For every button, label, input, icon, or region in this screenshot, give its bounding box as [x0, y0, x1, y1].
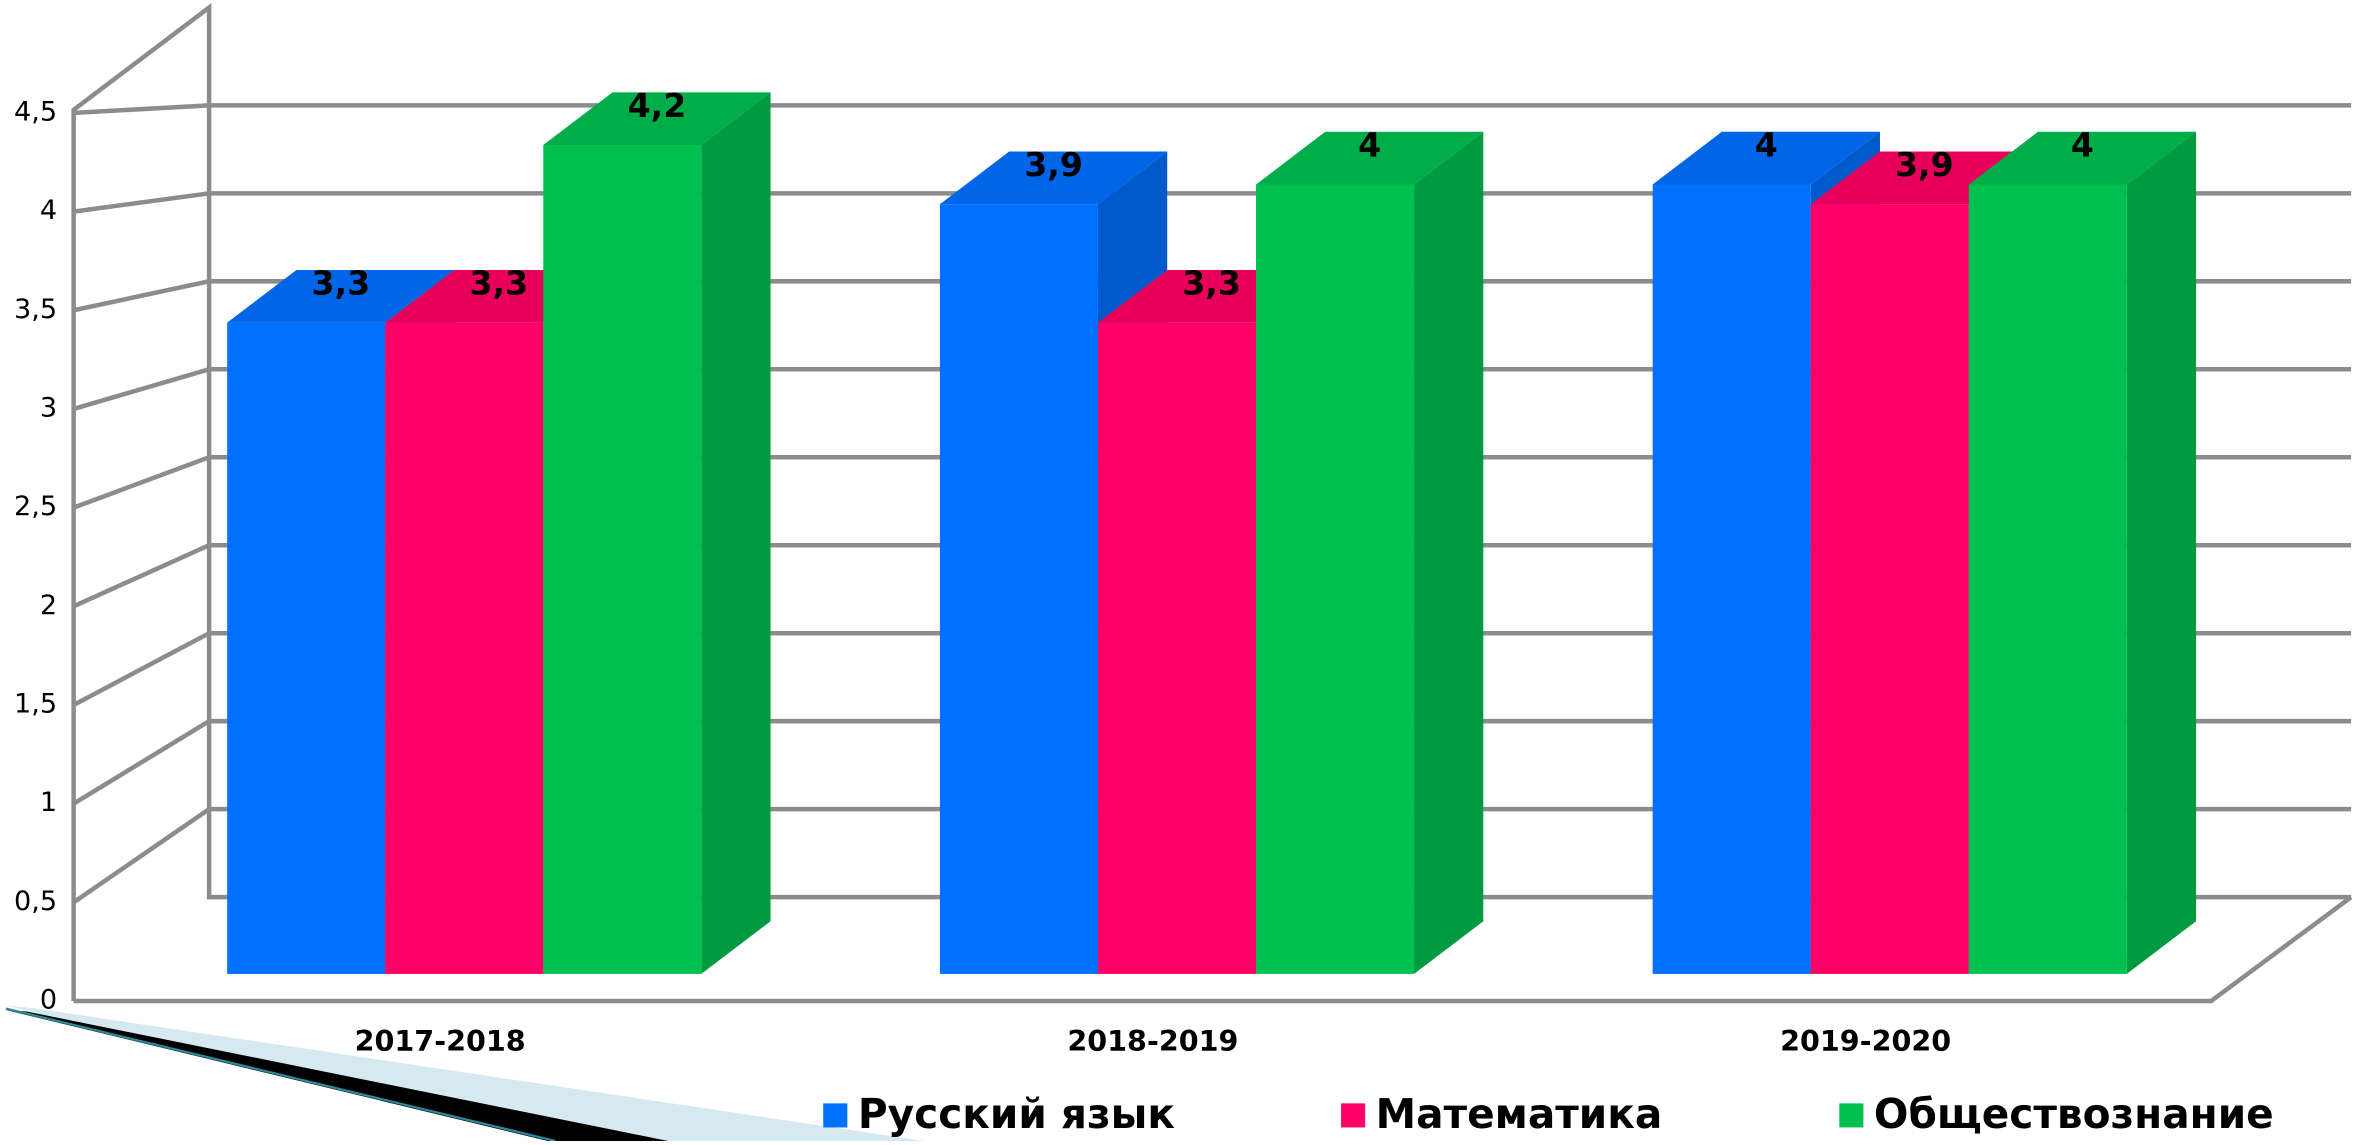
grid-line [72, 367, 2352, 412]
data-label: 4 [2071, 125, 2094, 164]
bar-side [701, 92, 771, 974]
y-tick-label: 1 [40, 787, 57, 818]
legend-swatch [823, 1103, 848, 1128]
y-tick-label: 4 [40, 195, 57, 226]
y-tick-label: 1,5 [14, 688, 57, 719]
data-label: 3,3 [1182, 263, 1241, 302]
decor [5, 1005, 925, 1141]
x-tick-label: 2018-2019 [1067, 1024, 1238, 1058]
bar [543, 145, 702, 974]
y-tick-label: 2 [40, 590, 57, 621]
legend-swatch [1341, 1103, 1366, 1128]
bar [227, 322, 386, 974]
data-label: 4 [1755, 125, 1778, 164]
decor [5, 1007, 556, 1143]
grid-line [72, 455, 2352, 510]
data-label: 4,2 [628, 86, 687, 125]
legend-label: Русский язык [858, 1090, 1175, 1138]
floor [73, 895, 2353, 1004]
bar [939, 204, 1098, 974]
bar-side [1414, 131, 1484, 974]
bar-top [227, 269, 455, 323]
data-label: 3,9 [1024, 145, 1083, 184]
bar-side [2126, 131, 2197, 974]
x-tick-label: 2017-2018 [355, 1024, 526, 1058]
y-tick-label: 3 [40, 392, 57, 423]
grid-line [72, 542, 2352, 609]
x-tick-label: 2019-2020 [1780, 1024, 1951, 1058]
legend-label: Обществознание [1874, 1090, 2274, 1138]
bar-top [1652, 131, 1880, 185]
grid-line [72, 718, 2352, 806]
bar-top [939, 151, 1168, 205]
grid-line [73, 191, 2352, 214]
bar [1810, 204, 1969, 974]
y-tick-label: 0,5 [14, 886, 57, 917]
legend-label: Математика [1376, 1090, 1663, 1138]
y-tick-label: 3,5 [14, 294, 57, 325]
bar [385, 322, 544, 974]
data-label: 4 [1358, 125, 1381, 164]
grid-line [72, 630, 2352, 707]
y-tick-label: 4,5 [14, 96, 57, 127]
legend-swatch [1839, 1103, 1864, 1128]
grid-line [73, 279, 2352, 313]
bar-top [1968, 131, 2197, 185]
data-label: 3,3 [311, 263, 370, 302]
bar [1097, 322, 1257, 974]
bar-top [1256, 131, 1484, 185]
y-tick-label: 2,5 [14, 491, 57, 522]
data-label: 3,9 [1895, 145, 1954, 184]
bar [1652, 184, 1811, 974]
decor [5, 1010, 669, 1141]
bar [1256, 184, 1415, 974]
grid-line [72, 806, 2352, 905]
data-label: 3,3 [470, 263, 529, 302]
bar-top [543, 92, 771, 146]
y-tick-label: 0 [40, 985, 57, 1016]
bar [1968, 184, 2127, 974]
grid-line [73, 103, 2352, 116]
